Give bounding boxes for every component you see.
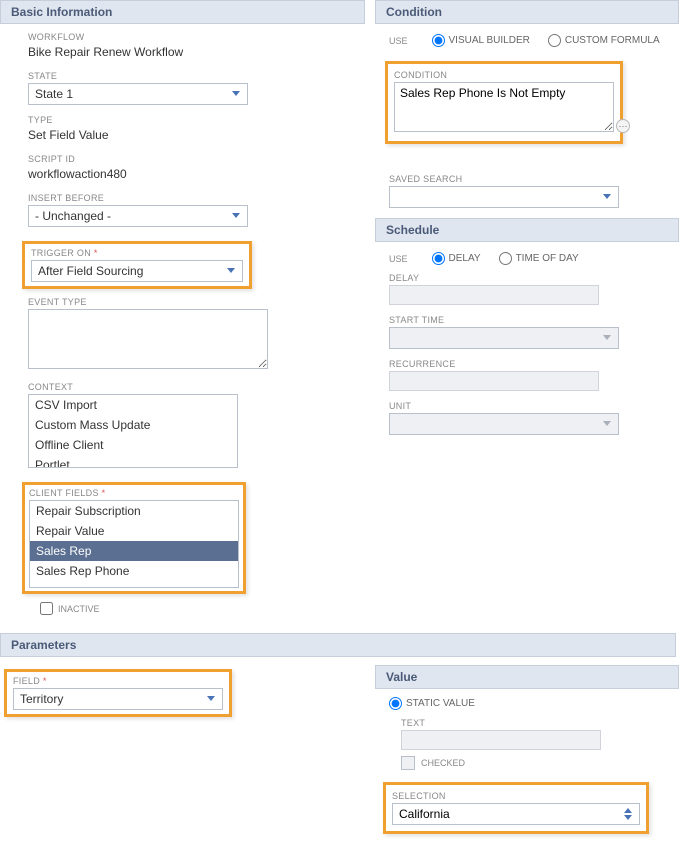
start-time-select — [389, 327, 619, 349]
inactive-checkbox[interactable] — [40, 602, 53, 615]
state-select-input[interactable] — [28, 83, 248, 105]
delay-input — [389, 285, 599, 305]
trigger-on-label: TRIGGER ON * — [31, 248, 243, 258]
delay-field: DELAY — [389, 273, 679, 305]
condition-header: Condition — [375, 0, 679, 24]
list-item[interactable]: Sales Rep — [30, 541, 238, 561]
saved-search-select-input[interactable] — [389, 186, 619, 208]
context-listbox[interactable]: CSV Import Custom Mass Update Offline Cl… — [28, 394, 238, 468]
list-item[interactable]: Offline Client — [29, 435, 237, 455]
required-asterisk: * — [102, 488, 106, 498]
insert-before-select-input[interactable] — [28, 205, 248, 227]
script-id-field: SCRIPT ID workflowaction480 — [28, 154, 365, 183]
required-asterisk: * — [94, 248, 98, 258]
context-label: CONTEXT — [28, 382, 365, 392]
state-label: STATE — [28, 71, 365, 81]
schedule-use-row: USE DELAY TIME OF DAY — [375, 250, 679, 273]
selection-label: SELECTION — [392, 791, 640, 801]
use-label: USE — [389, 36, 408, 46]
inactive-label: INACTIVE — [58, 604, 100, 614]
selection-highlight: SELECTION — [383, 782, 649, 834]
start-time-field: START TIME — [389, 315, 679, 349]
saved-search-select[interactable] — [389, 186, 619, 208]
client-fields-highlight: CLIENT FIELDS * Repair Subscription Repa… — [22, 482, 246, 594]
saved-search-label: SAVED SEARCH — [389, 174, 679, 184]
schedule-header: Schedule — [375, 218, 679, 242]
trigger-on-select[interactable] — [31, 260, 243, 282]
recurrence-label: RECURRENCE — [389, 359, 679, 369]
selection-select-input[interactable] — [392, 803, 640, 825]
field-highlight: FIELD * — [4, 669, 232, 717]
checked-row: CHECKED — [401, 756, 679, 770]
delay-radio[interactable]: DELAY — [432, 252, 481, 265]
workflow-label: WORKFLOW — [28, 32, 365, 42]
client-fields-listbox[interactable]: Repair Subscription Repair Value Sales R… — [29, 500, 239, 588]
condition-label: CONDITION — [394, 70, 614, 80]
saved-search-field: SAVED SEARCH — [389, 174, 679, 208]
insert-before-select[interactable] — [28, 205, 248, 227]
delay-label: DELAY — [389, 273, 679, 283]
trigger-on-select-input[interactable] — [31, 260, 243, 282]
trigger-on-highlight: TRIGGER ON * — [22, 241, 252, 289]
unit-field: UNIT — [389, 401, 679, 435]
start-time-label: START TIME — [389, 315, 679, 325]
time-of-day-radio[interactable]: TIME OF DAY — [499, 252, 579, 265]
insert-before-field: INSERT BEFORE — [28, 193, 365, 227]
type-field: TYPE Set Field Value — [28, 115, 365, 144]
start-time-input — [389, 327, 619, 349]
list-item[interactable]: Custom Mass Update — [29, 415, 237, 435]
event-type-field: EVENT TYPE — [28, 297, 365, 372]
client-fields-label: CLIENT FIELDS * — [29, 488, 239, 498]
inactive-checkbox-row: INACTIVE — [40, 602, 365, 615]
basic-info-header: Basic Information — [0, 0, 365, 24]
state-select[interactable] — [28, 83, 248, 105]
list-item[interactable]: Repair Subscription — [30, 501, 238, 521]
field-label: FIELD * — [13, 676, 223, 686]
script-id-value: workflowaction480 — [28, 166, 365, 183]
list-item[interactable]: Repair Value — [30, 521, 238, 541]
condition-highlight: CONDITION Sales Rep Phone Is Not Empty ⋯ — [385, 61, 623, 144]
condition-textarea[interactable]: Sales Rep Phone Is Not Empty — [394, 82, 614, 132]
text-input — [401, 730, 601, 750]
list-item[interactable]: Sales Rep Phone — [30, 561, 238, 581]
unit-input — [389, 413, 619, 435]
workflow-value: Bike Repair Renew Workflow — [28, 44, 365, 61]
custom-formula-radio[interactable]: CUSTOM FORMULA — [548, 34, 660, 47]
event-type-textarea[interactable] — [28, 309, 268, 369]
script-id-label: SCRIPT ID — [28, 154, 365, 164]
list-item[interactable]: CSV Import — [29, 395, 237, 415]
field-select-input[interactable] — [13, 688, 223, 710]
type-label: TYPE — [28, 115, 365, 125]
selection-select[interactable] — [392, 803, 640, 825]
field-select[interactable] — [13, 688, 223, 710]
condition-use-row: USE VISUAL BUILDER CUSTOM FORMULA — [375, 32, 679, 55]
unit-label: UNIT — [389, 401, 679, 411]
type-value: Set Field Value — [28, 127, 365, 144]
event-type-label: EVENT TYPE — [28, 297, 365, 307]
formula-builder-icon[interactable]: ⋯ — [616, 119, 630, 133]
checked-box — [401, 756, 415, 770]
unit-select — [389, 413, 619, 435]
text-label: TEXT — [401, 718, 679, 728]
workflow-field: WORKFLOW Bike Repair Renew Workflow — [28, 32, 365, 61]
required-asterisk: * — [43, 676, 47, 686]
parameters-header: Parameters — [0, 633, 676, 657]
insert-before-label: INSERT BEFORE — [28, 193, 365, 203]
static-value-radio[interactable]: STATIC VALUE — [389, 697, 679, 710]
recurrence-field: RECURRENCE — [389, 359, 679, 391]
use-label: USE — [389, 254, 408, 264]
visual-builder-radio[interactable]: VISUAL BUILDER — [432, 34, 530, 47]
context-field: CONTEXT CSV Import Custom Mass Update Of… — [28, 382, 365, 468]
checked-label: CHECKED — [421, 758, 465, 768]
state-field: STATE — [28, 71, 365, 105]
recurrence-input — [389, 371, 599, 391]
list-item[interactable]: Portlet — [29, 455, 237, 468]
value-header: Value — [375, 665, 679, 689]
